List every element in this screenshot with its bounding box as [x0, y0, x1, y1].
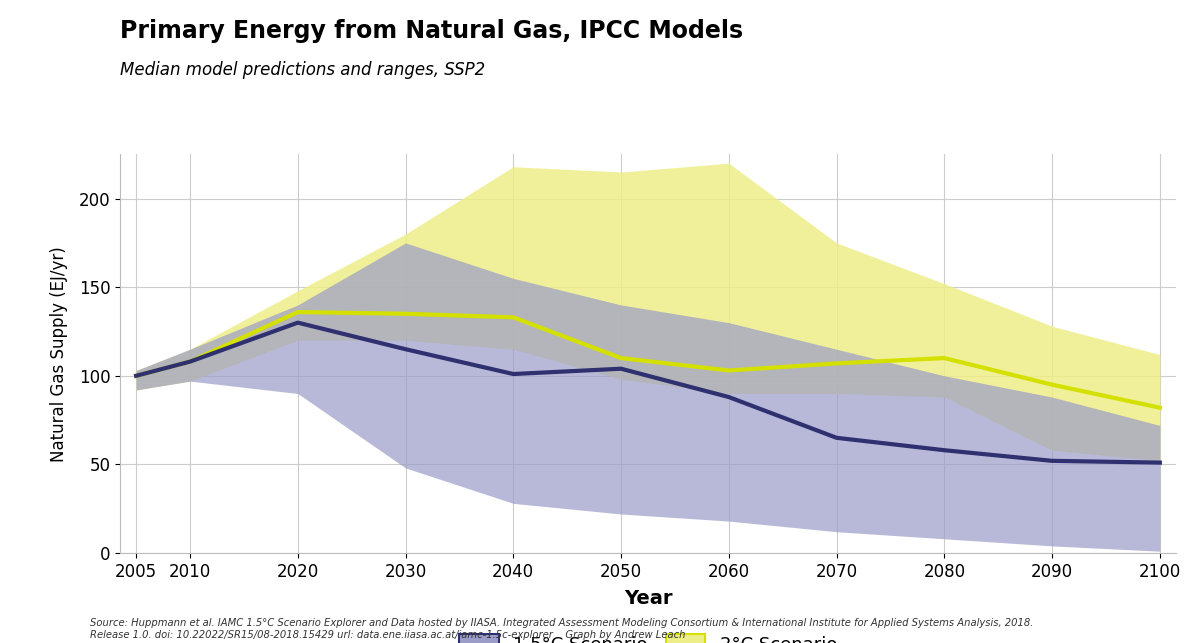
X-axis label: Year: Year [624, 589, 672, 608]
Legend: 1.5°C Scenario, 2°C Scenario: 1.5°C Scenario, 2°C Scenario [458, 634, 838, 643]
Text: Source: Huppmann et al. IAMC 1.5°C Scenario Explorer and Data hosted by IIASA. I: Source: Huppmann et al. IAMC 1.5°C Scena… [90, 618, 1033, 640]
Text: Primary Energy from Natural Gas, IPCC Models: Primary Energy from Natural Gas, IPCC Mo… [120, 19, 743, 43]
Y-axis label: Natural Gas Supply (EJ/yr): Natural Gas Supply (EJ/yr) [49, 246, 67, 462]
Text: Median model predictions and ranges, SSP2: Median model predictions and ranges, SSP… [120, 61, 485, 79]
